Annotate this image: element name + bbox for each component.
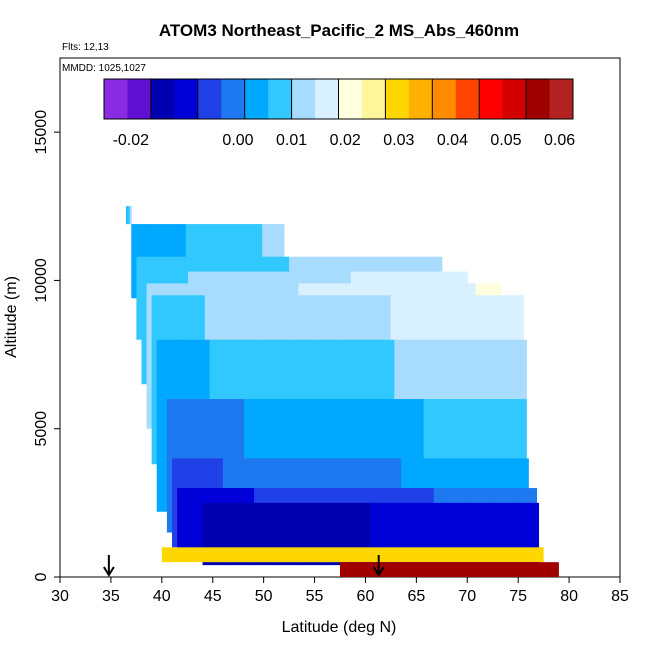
x-tick-label: 80 — [560, 588, 578, 605]
colorbar-tick-label: 0.06 — [544, 132, 575, 149]
colorbar-segment — [150, 79, 175, 119]
chart-title: ATOM3 Northeast_Pacific_2 MS_Abs_460nm — [159, 21, 519, 40]
axes: 30 35 40 45 50 55 60 65 70 75 80 85 0 5000 10000 15000 — [33, 110, 629, 605]
y-tick-label: 10000 — [33, 258, 50, 303]
x-tick-label: 75 — [509, 588, 527, 605]
colorbar-segment — [361, 79, 386, 119]
colorbar-segment — [315, 79, 339, 119]
colorbar-tick-label: 0.05 — [490, 132, 521, 149]
colorbar: -0.02 0.00 0.01 0.02 0.03 0.04 0.05 0.06 — [103, 78, 575, 149]
colorbar-segment — [338, 79, 363, 119]
heatmap-cell — [177, 488, 204, 557]
colorbar-tick-label: 0.04 — [437, 132, 468, 149]
colorbar-tick-label: -0.02 — [113, 132, 150, 149]
colorbar-tick-label: 0.03 — [383, 132, 414, 149]
colorbar-tick-label: 0.01 — [276, 132, 307, 149]
flights-note: Flts: 12,13 — [62, 42, 109, 53]
x-tick-label: 60 — [357, 588, 375, 605]
colorbar-frame — [103, 78, 574, 120]
colorbar-segment — [291, 79, 316, 119]
colorbar-segment — [244, 79, 269, 119]
colorbar-segment — [408, 79, 433, 119]
y-axis-label: Altitude (m) — [3, 276, 20, 358]
latitude-arrow-head — [372, 566, 385, 577]
x-tick-label: 45 — [204, 588, 222, 605]
heatmap-cell — [161, 547, 544, 563]
x-tick-label: 35 — [102, 588, 120, 605]
heatmap-cell — [130, 206, 132, 225]
colorbar-segment — [455, 79, 480, 119]
mmdd-note: MMDD: 1025,1027 — [62, 63, 146, 74]
x-tick-label: 85 — [611, 588, 629, 605]
x-tick-label: 70 — [458, 588, 476, 605]
colorbar-segment — [385, 79, 410, 119]
colorbar-segment — [549, 79, 574, 119]
x-tick-label: 50 — [255, 588, 273, 605]
y-tick-label: 0 — [33, 572, 50, 581]
colorbar-segment — [221, 79, 246, 119]
colorbar-segment — [104, 79, 128, 119]
x-tick-label: 65 — [407, 588, 425, 605]
colorbar-segment — [502, 79, 527, 119]
colorbar-tick-label: 0.02 — [330, 132, 361, 149]
y-tick-label: 5000 — [33, 411, 50, 447]
colorbar-segment — [432, 79, 457, 119]
colorbar-segment — [174, 79, 199, 119]
colorbar-tick-label: 0.00 — [222, 132, 253, 149]
x-tick-label: 55 — [306, 588, 324, 605]
y-tick-label: 15000 — [33, 110, 50, 155]
colorbar-segment — [197, 79, 222, 119]
latitude-arrow-head — [103, 566, 115, 577]
colorbar-segment — [127, 79, 152, 119]
colorbar-segment — [268, 79, 292, 119]
colorbar-segment — [479, 79, 504, 119]
colorbar-segment — [526, 79, 550, 119]
x-axis-label: Latitude (deg N) — [282, 619, 397, 636]
markers — [103, 555, 385, 577]
x-tick-label: 40 — [153, 588, 171, 605]
heatmap-layer — [126, 206, 559, 577]
x-tick-label: 30 — [51, 588, 69, 605]
heatmap-cell — [340, 562, 559, 577]
